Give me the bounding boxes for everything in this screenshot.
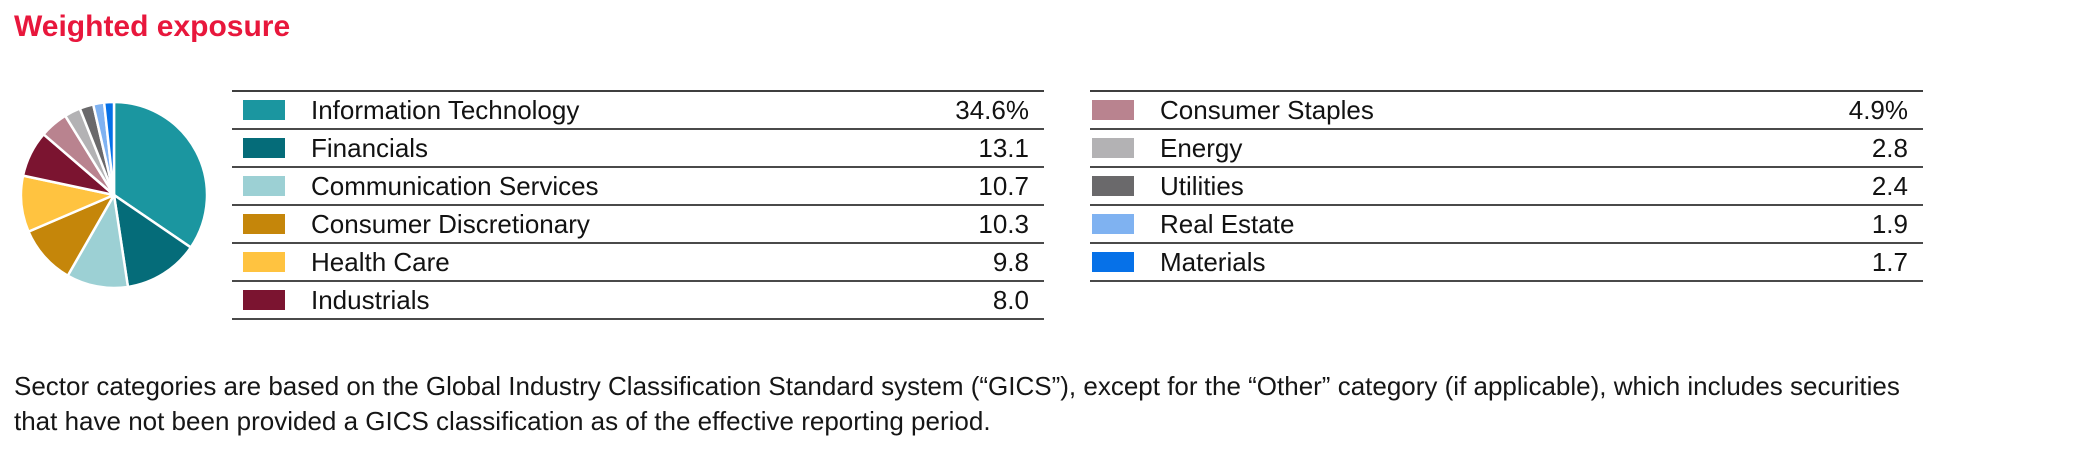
legend-color-swatch [243,252,285,272]
legend-row-energy: Energy 2.8 [1090,130,1923,168]
legend-color-swatch [243,138,285,158]
legend-value: 2.8 [1871,132,1908,163]
legend-row-health-care: Health Care 9.8 [232,244,1044,282]
legend-color-swatch [243,176,285,196]
legend-row-materials: Materials 1.7 [1090,244,1923,282]
pie-slice-materials [102,100,116,197]
pie-slice-information-technology [112,100,209,249]
footnote-line-1: Sector categories are based on the Globa… [14,371,1900,401]
legend-label: Industrials [311,284,430,315]
legend-label: Health Care [311,246,450,277]
legend-color-swatch [1092,252,1134,272]
legend-value: 8.0 [992,284,1029,315]
pie-slice-financials [112,193,193,289]
legend-label: Materials [1160,246,1266,277]
legend-color-swatch [1092,100,1134,120]
legend-value: 34.6% [955,94,1029,125]
legend-label: Utilities [1160,170,1244,201]
legend-color-swatch [1092,214,1134,234]
legend-row-industrials: Industrials 8.0 [232,282,1044,320]
legend-row-consumer-staples: Consumer Staples 4.9% [1090,92,1923,130]
legend-value: 9.8 [992,246,1029,277]
legend-value: 4.9% [1848,94,1908,125]
legend-row-utilities: Utilities 2.4 [1090,168,1923,206]
section-title: Weighted exposure [14,10,291,43]
legend-color-swatch [243,100,285,120]
legend-table-left: Information Technology 34.6% Financials 13.… [232,90,1044,320]
legend-row-information-technology: Information Technology 34.6% [232,92,1044,130]
legend-row-financials: Financials 13.1 [232,130,1044,168]
legend-value: 10.7 [978,170,1029,201]
legend-label: Financials [311,132,429,163]
legend-value: 1.7 [1871,246,1908,277]
legend-color-swatch [243,290,285,310]
legend-color-swatch [1092,176,1134,196]
legend-value: 13.1 [978,132,1029,163]
legend-value: 1.9 [1871,208,1908,239]
footnote: Sector categories are based on the Globa… [14,369,2074,439]
legend-label: Consumer Staples [1160,94,1374,125]
legend-table-right: Consumer Staples 4.9% Energy 2.8 Utilities 2.… [1090,90,1923,282]
legend-color-swatch [1092,138,1134,158]
legend-label: Information Technology [311,94,580,125]
footnote-line-2: that have not been provided a GICS class… [14,406,991,436]
legend-label: Communication Services [311,170,599,201]
legend-value: 2.4 [1871,170,1908,201]
legend-color-swatch [243,214,285,234]
legend-label: Real Estate [1160,208,1295,239]
legend-label: Energy [1160,132,1243,163]
legend-row-communication-services: Communication Services 10.7 [232,168,1044,206]
legend-row-real-estate: Real Estate 1.9 [1090,206,1923,244]
legend-value: 10.3 [978,208,1029,239]
pie-chart [19,100,209,290]
legend-row-consumer-discretionary: Consumer Discretionary 10.3 [232,206,1044,244]
legend-label: Consumer Discretionary [311,208,590,239]
